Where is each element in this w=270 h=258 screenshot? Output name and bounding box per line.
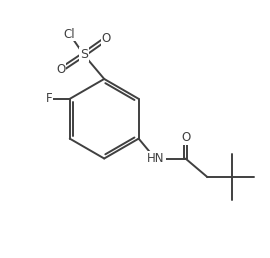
Text: O: O: [56, 63, 65, 76]
Text: O: O: [181, 131, 190, 144]
Text: S: S: [80, 48, 88, 61]
Text: HN: HN: [147, 152, 165, 165]
Text: F: F: [45, 92, 52, 105]
Text: Cl: Cl: [64, 28, 75, 41]
Text: O: O: [102, 32, 111, 45]
